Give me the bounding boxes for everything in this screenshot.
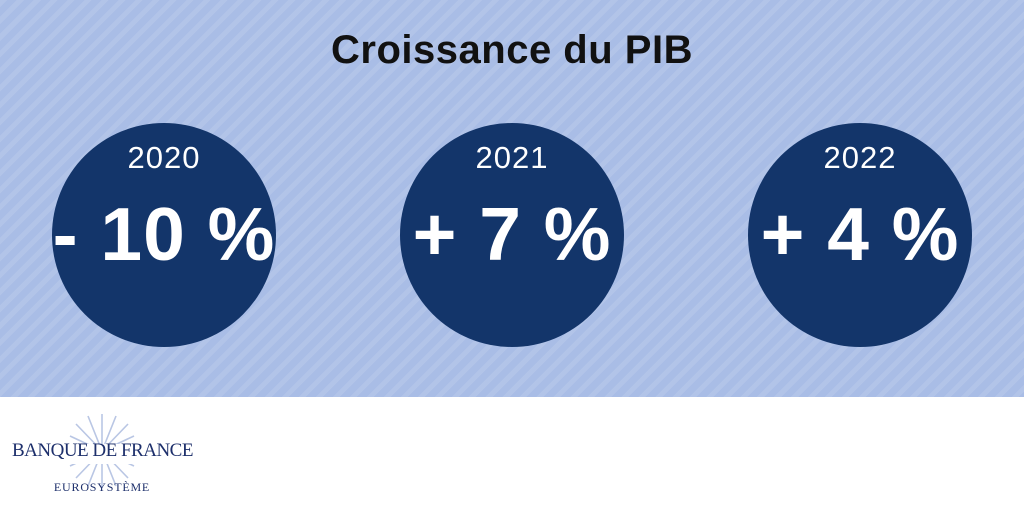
header-banner: Croissance du PIB 2020 - 10 % 2021 + 7 %… — [0, 0, 1024, 397]
figure-year: 2020 — [127, 140, 201, 175]
banque-de-france-logo: BANQUE DE FRANCE EUROSYSTÈME — [12, 414, 193, 504]
figure-2020: 2020 - 10 % — [52, 123, 276, 347]
figure-2022: 2022 + 4 % — [748, 123, 972, 347]
page-title: Croissance du PIB — [331, 28, 693, 72]
figure-value: + 7 % — [412, 192, 612, 276]
logo-name: BANQUE DE FRANCE — [12, 440, 193, 461]
figure-year: 2022 — [823, 140, 897, 175]
figure-year: 2021 — [475, 140, 549, 175]
figure-value: - 10 % — [52, 192, 276, 276]
logo-star-icon — [12, 414, 192, 488]
logo-subtitle: EUROSYSTÈME — [53, 480, 151, 494]
figure-2021: 2021 + 7 % — [400, 123, 624, 347]
figure-value: + 4 % — [760, 192, 960, 276]
